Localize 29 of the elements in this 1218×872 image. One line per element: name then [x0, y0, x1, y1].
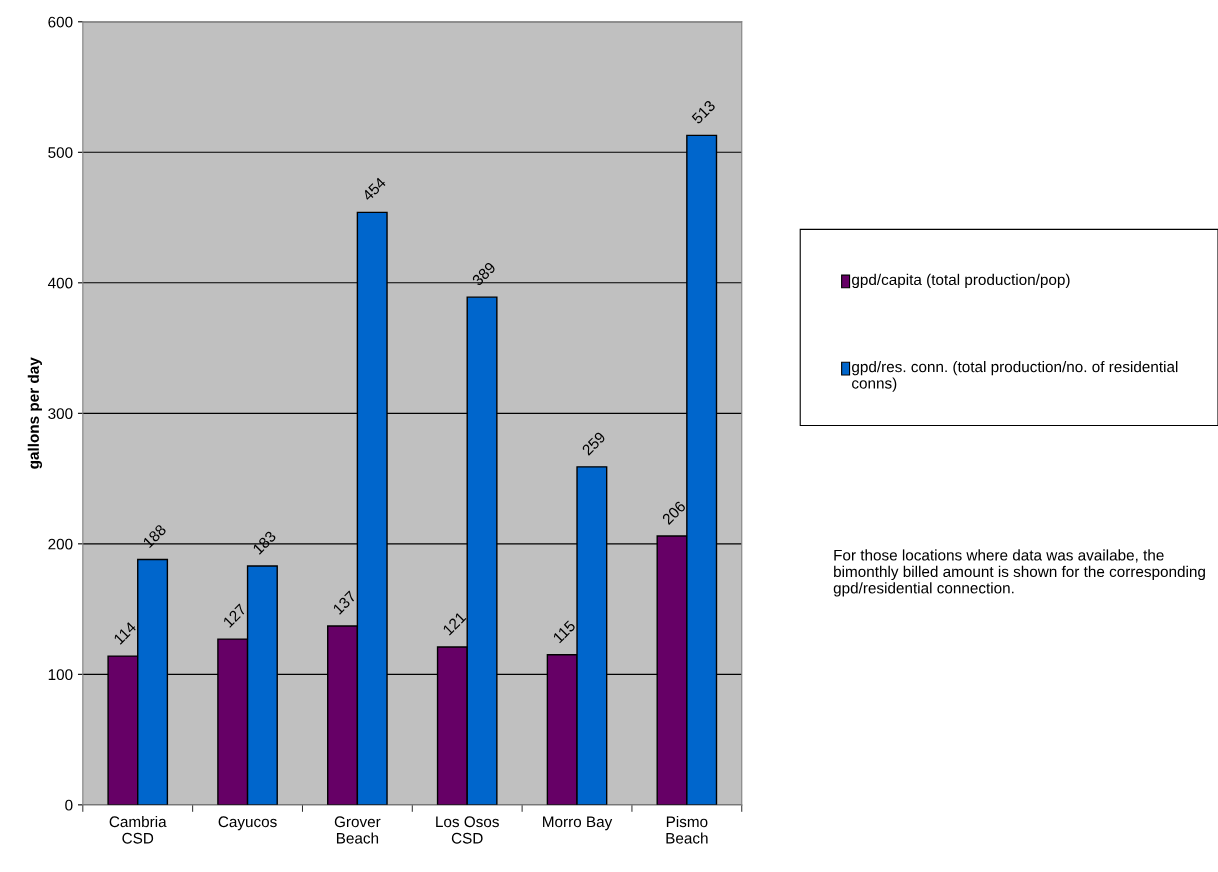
- data-label: 206: [661, 500, 687, 525]
- data-label: 115: [552, 619, 577, 644]
- y-tick-label: 400: [47, 277, 73, 289]
- y-tick-label: 300: [48, 408, 73, 420]
- legend-label: gpd/capita (total production/pop): [852, 273, 1070, 289]
- x-tick-label: Cayucos: [218, 816, 277, 831]
- legend-label: gpd/res. conn. (total production/no. of residential conns): [852, 361, 1178, 392]
- x-tick-label: Morro Bay: [543, 816, 613, 831]
- x-tick-label: Cambria CSD: [109, 815, 167, 844]
- data-label: 513: [691, 99, 716, 125]
- data-label: 114: [113, 621, 137, 645]
- y-tick-label: 200: [48, 538, 73, 550]
- data-label: 259: [581, 431, 607, 456]
- y-tick-label: 0: [65, 799, 73, 811]
- x-tick-label: Grover Beach: [334, 816, 381, 844]
- data-label: 137: [332, 590, 357, 615]
- y-tick-label: 500: [48, 147, 73, 158]
- y-tick-label: 600: [48, 16, 73, 28]
- x-tick-label: Los Osos CSD: [436, 816, 499, 844]
- data-label: 127: [222, 603, 247, 628]
- y-tick-label: 100: [48, 669, 73, 681]
- y-axis-title: gallons per day: [27, 357, 43, 469]
- text: For those locations where data was availabe, the bimonthly billed amount is shown for the corresponding gpd/residential connection.: [833, 549, 1205, 597]
- data-label: 183: [252, 530, 277, 555]
- data-label: 188: [142, 523, 167, 549]
- data-label: 454: [361, 176, 387, 202]
- x-tick-label: Pismo Beach: [666, 815, 708, 844]
- data-label: 121: [442, 611, 467, 636]
- data-label: 389: [471, 261, 497, 287]
